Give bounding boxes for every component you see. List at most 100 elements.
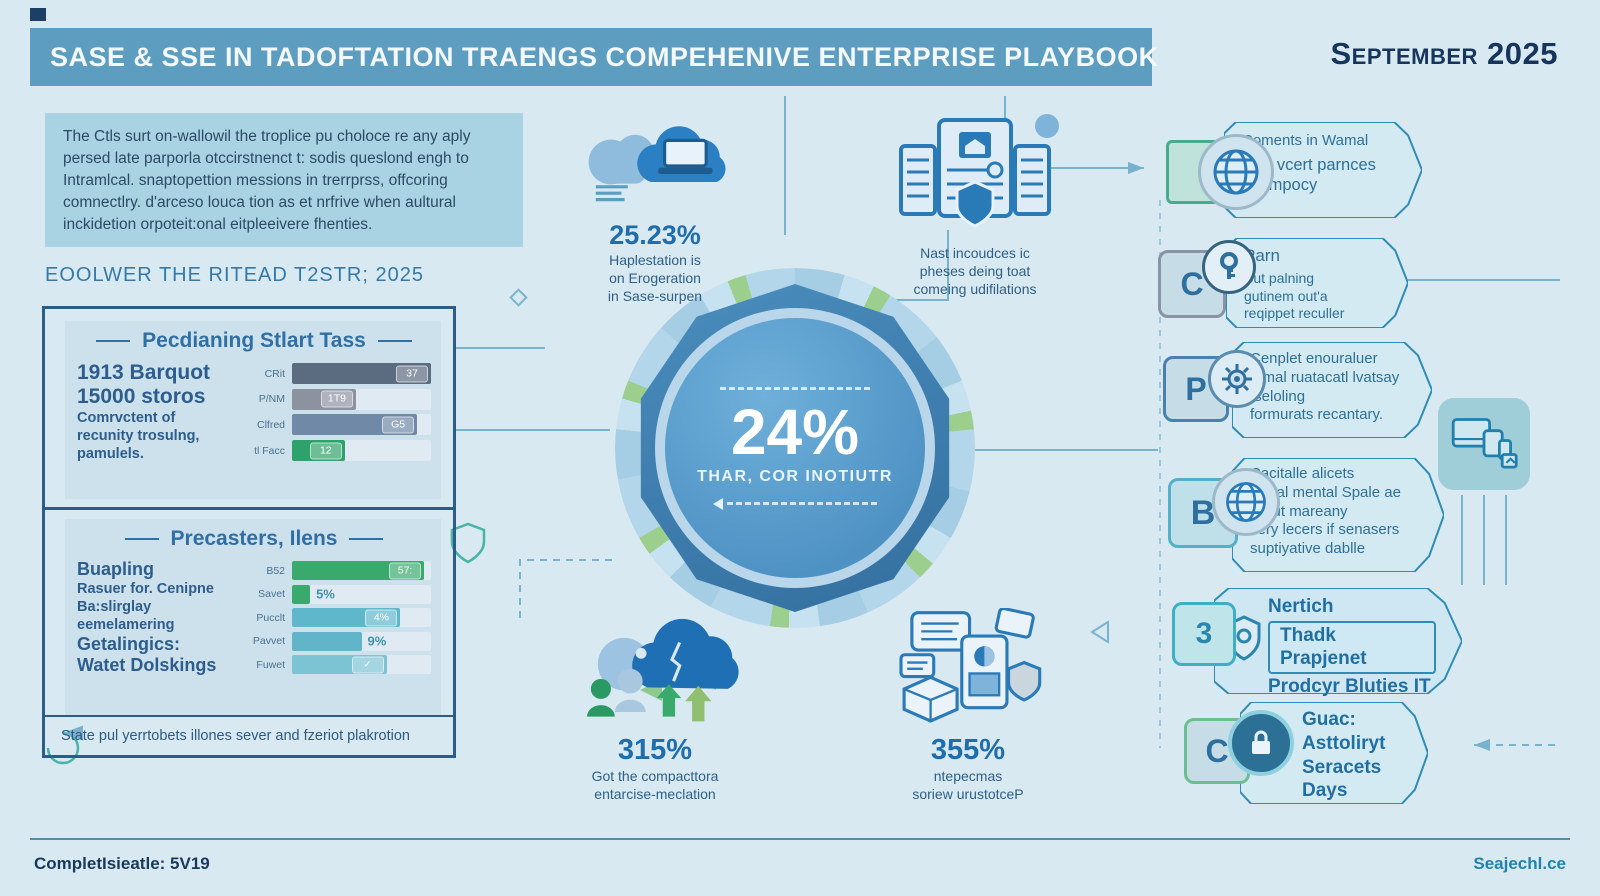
bar-value-text: 5% [316, 586, 335, 602]
stat-caption-line: Nast incoudces ic [920, 245, 1030, 261]
bar-row: Clfred G5 [235, 414, 431, 436]
callout-line: Asttoliryt [1302, 732, 1386, 754]
bar-value-chip: 37 [396, 365, 428, 383]
stat-text: Buapling [77, 559, 154, 579]
bar-value-chip: 12 [309, 442, 342, 460]
panel1-stats: 1913 Barquot 15000 storos Comrvctent of … [77, 361, 227, 463]
intro-paragraph: The Ctls surt on-wallowil the troplice p… [45, 113, 523, 247]
bar-track: 37 [292, 363, 431, 385]
panel1-title: Pecdianing Stlart Tass [142, 329, 366, 352]
lock-icon [1228, 710, 1294, 776]
cloud-laptop-icon [588, 126, 726, 202]
callout-line: Cenplet enouraluer [1250, 350, 1378, 367]
bar-fill: 9% [292, 631, 386, 651]
stats-frame: Pecdianing Stlart Tass 1913 Barquot 1500… [42, 306, 456, 758]
stat-cloud-adoption: 25.23% Haplestation is on Erogeration in… [545, 118, 765, 306]
callout-line: Cen vcert parnces [1242, 155, 1376, 174]
frame-footnote: State pul yerrtobets illones sever and f… [45, 715, 453, 755]
page-title: SASE & SSE IN TADOFTATION TRAENGS COMPEH… [50, 41, 1159, 72]
gauge-value: 24% [730, 395, 860, 468]
title-dash [349, 538, 384, 540]
panel1-title-row: Pecdianing Stlart Tass [77, 329, 431, 353]
bar-row: tl Facc 12 [235, 440, 431, 462]
gauge-face: 24% THAR, COR INOTIUTR [665, 318, 925, 578]
callout-parn: Parn Sut palning gutinem out'a reqippet … [1226, 238, 1408, 328]
bar-fill: 37 [292, 363, 431, 385]
bar-row: Savet 5% [235, 584, 431, 604]
title-dash [377, 340, 412, 342]
multi-device-icon [1451, 418, 1518, 469]
panel1-bars: CRit 37 P/NM 1T9 Clfred G5 tl Facc 12 [235, 361, 431, 463]
callout-line: social mental Spale ae [1250, 483, 1401, 501]
bar-track: G5 [292, 414, 431, 436]
callout-line: Seracets Days [1302, 756, 1382, 802]
stat-caption-line: entarcise-meclation [594, 786, 716, 803]
bar-value-text: 9% [367, 633, 387, 649]
stat-value: 315% [617, 734, 693, 766]
bar-fill: ✓ [292, 655, 387, 675]
bar-row: Pucclt 4% [235, 608, 431, 628]
gear-icon [1208, 350, 1266, 408]
gauge-dash-top [720, 386, 870, 390]
issue-date: September 2025 [1330, 36, 1558, 71]
globe-icon [1198, 134, 1274, 210]
callout-line: Fimal ruatacatl lvatsay [1250, 368, 1400, 386]
stat-caption-line: soriew urustotceP [912, 786, 1024, 803]
callout-bubble [1232, 458, 1444, 572]
bar-track: 5% [292, 584, 431, 604]
callout-nertich: Nertich Thadk Prapjenet Prodcyr Bluties … [1214, 588, 1462, 697]
callout-line: Prodcyr Bluties IT [1268, 676, 1431, 698]
bar-track: 4% [292, 608, 431, 628]
footer-right-text: Seajechl.ce [1473, 854, 1566, 873]
bar-fill: 12 [292, 440, 345, 462]
bar-fill: G5 [292, 414, 418, 436]
devices-collage-icon [899, 608, 1042, 723]
building-icon [899, 114, 1059, 228]
central-gauge: 24% THAR, COR INOTIUTR [615, 268, 975, 628]
panel2-title-row: Precasters, Ilens [77, 527, 431, 551]
section-subheading: EOOLWER THE RITEAD T2STR; 2025 [45, 264, 424, 286]
bar-label: B52 [266, 564, 285, 577]
bar-value-chip: 57: [389, 562, 422, 580]
device-tile [1438, 398, 1530, 490]
stat-caption-line: Haplestation is [609, 252, 701, 268]
callout-line: Parn [1244, 246, 1280, 265]
gauge-label: THAR, COR INOTIUTR [697, 467, 893, 485]
callout-line: formurats recantary. [1250, 406, 1384, 424]
stat-caption-line: on Erogeration [609, 270, 701, 287]
callout-line: gutinem out'a [1244, 287, 1328, 304]
callout5-number-badge: 3 [1172, 602, 1236, 666]
bar-label: Clfred [256, 418, 285, 431]
gauge-dash-bottom [713, 498, 877, 510]
bar-value-chip: 1T9 [320, 390, 353, 408]
stat-growth: 315% Got the compacttora entarcise-mecla… [540, 608, 770, 803]
bar-label: Pucclt [256, 611, 285, 624]
frame-divider [42, 507, 456, 510]
bar-label: tl Facc [254, 444, 285, 457]
stat-text: 1913 Barquot [77, 361, 211, 384]
callout-cenplet: Cenplet enouraluer Fimal ruatacatl lvats… [1232, 342, 1432, 438]
bar-row: B52 57: [235, 561, 431, 581]
bar-value-chip: ✓ [351, 656, 384, 674]
callout-line: Nertich [1268, 596, 1334, 617]
bar-row: Fuwet ✓ [235, 655, 431, 675]
callout-bubble [1226, 238, 1408, 328]
stat-text: 15000 storos [77, 385, 206, 408]
globe-icon [1212, 468, 1280, 536]
stat-caption-line: pheses deing toat [919, 263, 1031, 280]
stat-text: Comrvctent of recunity trosulng, pamulel… [77, 410, 200, 463]
bar-track: 9% [292, 631, 431, 651]
bar-row: Pavvet 9% [235, 631, 431, 651]
key-icon [1202, 240, 1256, 294]
stat-value: 25.23% [609, 220, 701, 250]
stat-caption-line: comeing udifilations [913, 281, 1037, 298]
callout-pill: Thadk Prapjenet [1268, 620, 1436, 675]
clouds-growth-icon [587, 618, 739, 722]
bar-fill: 57: [292, 561, 425, 581]
stat-caption-line: Got the compacttora [591, 768, 719, 784]
panel2-title: Precasters, Ilens [170, 527, 338, 550]
title-dash [96, 340, 131, 342]
footer-divider [30, 838, 1570, 840]
bar-label: Pavvet [252, 635, 285, 648]
